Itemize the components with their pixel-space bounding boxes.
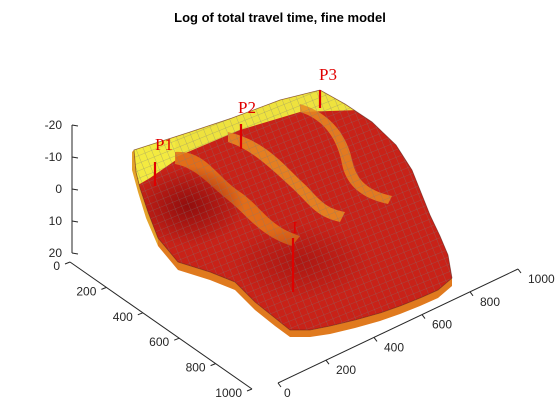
z-tick-label: -20: [45, 118, 63, 132]
y-tick-mark: [373, 337, 378, 342]
x-tick-mark: [64, 261, 71, 265]
tick-marks: [64, 124, 522, 392]
z-tick-label: 0: [55, 182, 62, 196]
well-label: P3: [319, 65, 337, 84]
x-tick-label: 800: [186, 361, 206, 375]
z-tick-mark: [71, 252, 79, 255]
z-tick-label: 10: [49, 214, 63, 228]
y-tick-label: 1000: [528, 272, 555, 286]
y-tick-mark: [277, 382, 282, 388]
y-tick-label: 0: [284, 386, 291, 400]
x-tick-mark: [210, 363, 216, 367]
x-axis-line: [69, 261, 253, 390]
z-tick-label: -10: [45, 150, 63, 164]
surface-grid: [134, 90, 452, 330]
y-tick-mark: [469, 291, 474, 297]
x-tick-label: 200: [76, 284, 96, 298]
surface-plot: [132, 89, 453, 337]
chart-title: Log of total travel time, fine model: [174, 10, 386, 25]
z-tick-mark: [71, 124, 79, 127]
z-tick-mark: [71, 156, 79, 159]
z-tick-mark: [71, 188, 79, 191]
x-tick-label: 600: [149, 335, 169, 349]
y-tick-mark: [325, 359, 330, 365]
x-tick-mark: [101, 286, 107, 290]
x-tick-mark: [137, 312, 143, 316]
y-tick-mark: [517, 268, 522, 274]
x-tick-mark: [174, 337, 180, 341]
well-label: I: [292, 218, 298, 237]
y-tick-label: 400: [384, 340, 404, 354]
x-tick-mark: [246, 388, 253, 392]
z-tick-mark: [71, 220, 79, 223]
well-label: P2: [238, 98, 256, 117]
well-label: P1: [155, 135, 173, 154]
y-tick-label: 600: [432, 318, 452, 332]
surface-outline: [133, 89, 453, 331]
y-tick-label: 800: [480, 295, 500, 309]
y-tick-label: 200: [336, 363, 356, 377]
x-tick-label: 1000: [215, 386, 242, 400]
well-markers: P1 P2 P3 I: [153, 65, 337, 292]
y-axis-line: [277, 268, 519, 384]
x-tick-label: 400: [113, 310, 133, 324]
y-tick-mark: [421, 314, 426, 319]
x-tick-label: 0: [53, 259, 60, 273]
z-tick-label: 20: [49, 246, 63, 260]
